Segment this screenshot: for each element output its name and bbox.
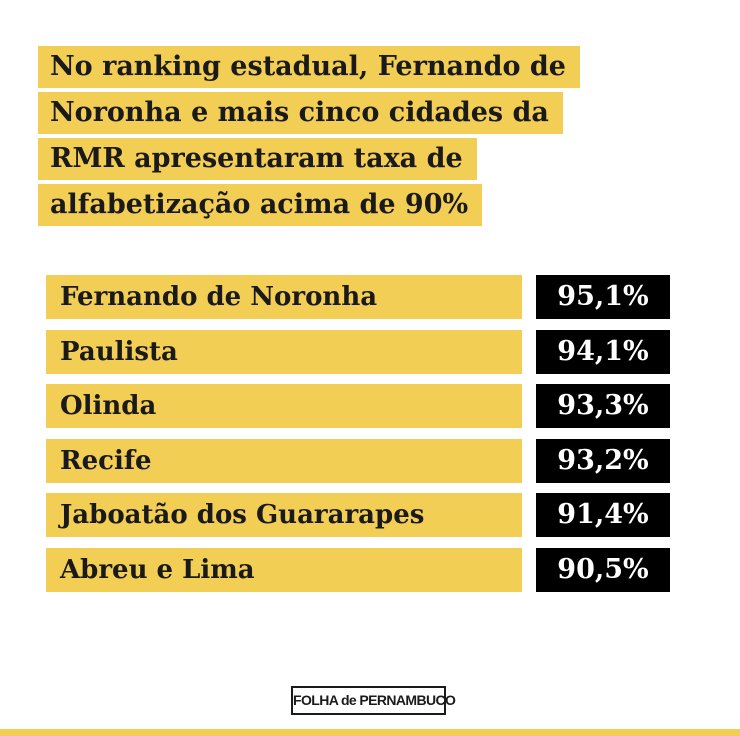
headline-line-1: No ranking estadual, Fernando de <box>38 46 580 88</box>
city-name-box: Fernando de Noronha <box>46 275 522 319</box>
headline: No ranking estadual, Fernando de Noronha… <box>38 46 678 230</box>
city-name: Jaboatão dos Guararapes <box>60 500 425 530</box>
literacy-rate-box: 93,3% <box>536 384 670 428</box>
headline-line-3: RMR apresentaram taxa de <box>38 138 477 180</box>
ranking-row: Recife 93,2% <box>46 438 672 483</box>
ranking-table: Fernando de Noronha 95,1% Paulista 94,1%… <box>46 275 672 602</box>
ranking-row: Olinda 93,3% <box>46 384 672 428</box>
folha-de-pernambuco-logo: FOLHA de PERNAMBUCO <box>291 686 456 715</box>
city-name-box: Olinda <box>46 384 522 428</box>
city-name-box: Recife <box>46 438 522 483</box>
headline-line-2: Noronha e mais cinco cidades da <box>38 92 563 134</box>
headline-line-4: alfabetização acima de 90% <box>38 184 483 226</box>
city-name: Abreu e Lima <box>60 554 255 585</box>
ranking-row: Fernando de Noronha 95,1% <box>46 275 672 319</box>
literacy-rate-value: 94,1% <box>557 335 649 367</box>
city-name-box: Paulista <box>46 329 522 374</box>
ranking-row: Jaboatão dos Guararapes 91,4% <box>46 493 672 537</box>
city-name: Fernando de Noronha <box>60 282 378 312</box>
literacy-rate-value: 95,1% <box>557 281 649 312</box>
literacy-rate-box: 93,2% <box>536 438 670 483</box>
city-name: Paulista <box>60 336 178 367</box>
literacy-rate-value: 91,4% <box>557 499 649 530</box>
literacy-rate-box: 94,1% <box>536 329 670 374</box>
literacy-rate-value: 93,3% <box>557 390 649 421</box>
literacy-rate-box: 95,1% <box>536 275 670 319</box>
literacy-rate-value: 90,5% <box>557 553 649 585</box>
city-name-box: Jaboatão dos Guararapes <box>46 493 522 537</box>
city-name: Recife <box>60 445 152 476</box>
literacy-rate-box: 90,5% <box>536 547 670 592</box>
bottom-accent-bar <box>0 729 740 736</box>
literacy-rate-box: 91,4% <box>536 493 670 537</box>
literacy-rate-value: 93,2% <box>557 444 649 476</box>
ranking-row: Paulista 94,1% <box>46 329 672 374</box>
city-name: Olinda <box>60 391 157 421</box>
city-name-box: Abreu e Lima <box>46 547 522 592</box>
ranking-row: Abreu e Lima 90,5% <box>46 547 672 592</box>
